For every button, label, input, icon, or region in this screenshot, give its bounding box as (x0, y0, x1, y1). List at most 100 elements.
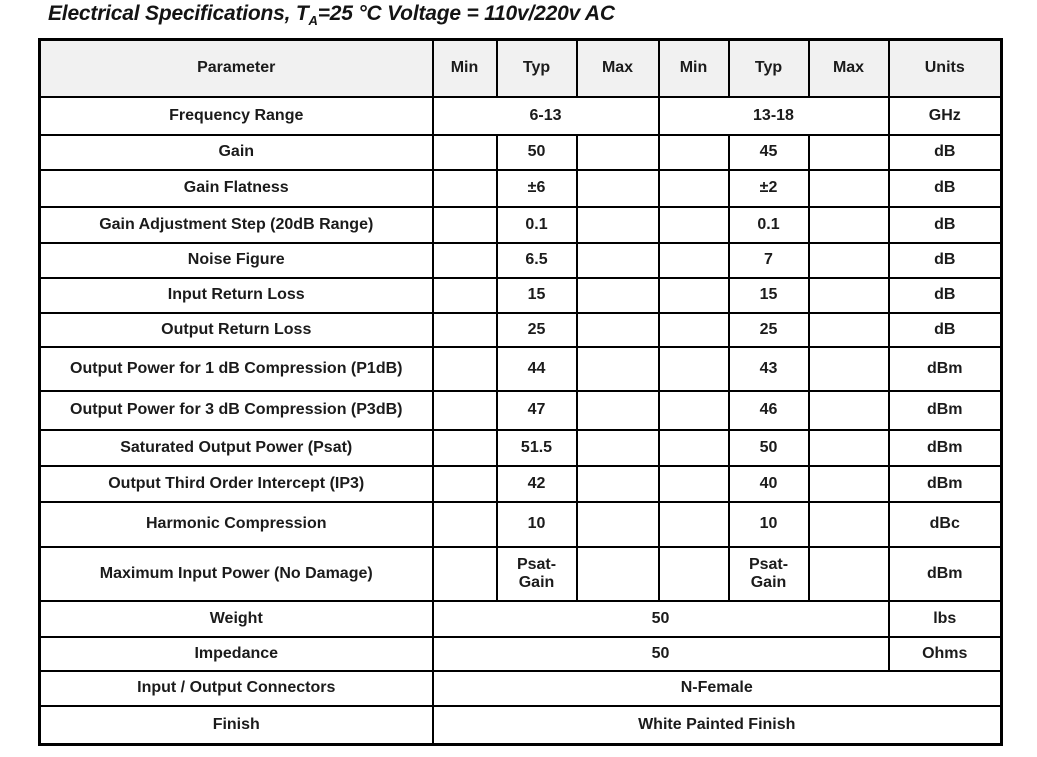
value-cell (575, 277, 660, 314)
parameter-cell: Frequency Range (38, 96, 434, 136)
value-cell (657, 346, 730, 392)
value-cell (575, 242, 660, 279)
value-cell (807, 546, 890, 602)
value-cell (431, 546, 498, 602)
value-cell: ±6 (495, 169, 578, 208)
parameter-cell: Input / Output Connectors (38, 670, 434, 707)
value-cell (807, 390, 890, 431)
value-cell: 25 (727, 312, 810, 348)
value-cell (431, 242, 498, 279)
value-cell (807, 277, 890, 314)
value-cell (807, 501, 890, 548)
value-cell (807, 169, 890, 208)
table-body: Frequency Range 6-13 13-18 GHz Gain 50 45 dB Gai… (38, 96, 1003, 745)
value-cell (431, 206, 498, 244)
value-cell: 6-13 (431, 96, 660, 136)
value-cell: dBm (887, 429, 1003, 467)
table-row: Gain Adjustment Step (20dB Range) 0.1 0.1 d… (38, 206, 1003, 244)
table-row: Output Return Loss 25 25 dB (38, 312, 1003, 348)
table-row: Finish White Painted Finish (38, 705, 1003, 745)
parameter-cell: Impedance (38, 636, 434, 672)
parameter-cell: Harmonic Compression (38, 501, 434, 548)
value-cell (431, 429, 498, 467)
value-cell (431, 312, 498, 348)
value-cell: 10 (495, 501, 578, 548)
parameter-cell: Output Third Order Intercept (IP3) (38, 465, 434, 503)
value-cell (657, 134, 730, 171)
value-cell (807, 206, 890, 244)
column-header-min-1: Min (431, 38, 498, 98)
value-cell: dB (887, 277, 1003, 314)
value-cell: 0.1 (495, 206, 578, 244)
value-cell (575, 169, 660, 208)
value-cell (657, 277, 730, 314)
value-cell (431, 390, 498, 431)
value-cell: 46 (727, 390, 810, 431)
table-row: Noise Figure 6.5 7 dB (38, 242, 1003, 279)
value-cell: 0.1 (727, 206, 810, 244)
value-cell (807, 465, 890, 503)
parameter-cell: Noise Figure (38, 242, 434, 279)
value-cell (575, 390, 660, 431)
value-cell (431, 465, 498, 503)
value-cell: 40 (727, 465, 810, 503)
parameter-cell: Weight (38, 600, 434, 638)
value-cell: dBc (887, 501, 1003, 548)
parameter-cell: Input Return Loss (38, 277, 434, 314)
value-cell (575, 546, 660, 602)
value-cell: 45 (727, 134, 810, 171)
value-cell: 15 (727, 277, 810, 314)
column-header-typ-2: Typ (495, 38, 578, 98)
table-row: Gain 50 45 dB (38, 134, 1003, 171)
table-row: Maximum Input Power (No Damage) Psat- Gai… (38, 546, 1003, 602)
value-cell: 7 (727, 242, 810, 279)
table-row: Output Power for 1 dB Compression (P1dB)… (38, 346, 1003, 392)
value-cell (657, 206, 730, 244)
value-cell: 50 (431, 600, 890, 638)
value-cell: 42 (495, 465, 578, 503)
value-cell: 15 (495, 277, 578, 314)
value-cell: dBm (887, 546, 1003, 602)
parameter-cell: Saturated Output Power (Psat) (38, 429, 434, 467)
table-header: Parameter Min Typ Max Min Typ Max Units (38, 38, 1003, 98)
value-cell: N-Female (431, 670, 1003, 707)
value-cell: dB (887, 134, 1003, 171)
parameter-cell: Gain (38, 134, 434, 171)
parameter-cell: Gain Adjustment Step (20dB Range) (38, 206, 434, 244)
value-cell: White Painted Finish (431, 705, 1003, 745)
value-cell (575, 465, 660, 503)
value-cell: dBm (887, 390, 1003, 431)
value-cell (575, 501, 660, 548)
parameter-cell: Maximum Input Power (No Damage) (38, 546, 434, 602)
table-row: Harmonic Compression 10 10 dBc (38, 501, 1003, 548)
column-header-parameter-0: Parameter (38, 38, 434, 98)
table-row: Input / Output Connectors N-Female (38, 670, 1003, 707)
title-text-before-subscript: Electrical Specifications, T (48, 2, 309, 25)
value-cell: 25 (495, 312, 578, 348)
value-cell: 51.5 (495, 429, 578, 467)
table-row: Saturated Output Power (Psat) 51.5 50 dBm (38, 429, 1003, 467)
value-cell: 10 (727, 501, 810, 548)
table-row: Output Power for 3 dB Compression (P3dB)… (38, 390, 1003, 431)
column-header-min-4: Min (657, 38, 730, 98)
value-cell: 44 (495, 346, 578, 392)
title-subscript: A (308, 13, 318, 29)
parameter-cell: Gain Flatness (38, 169, 434, 208)
parameter-cell: Finish (38, 705, 434, 745)
value-cell (657, 169, 730, 208)
column-header-units-7: Units (887, 38, 1003, 98)
value-cell (657, 429, 730, 467)
value-cell: dBm (887, 465, 1003, 503)
table-row: Output Third Order Intercept (IP3) 42 40 dB… (38, 465, 1003, 503)
value-cell: Ohms (887, 636, 1003, 672)
value-cell (657, 546, 730, 602)
value-cell: 43 (727, 346, 810, 392)
table-row: Weight 50 lbs (38, 600, 1003, 638)
value-cell: 50 (727, 429, 810, 467)
value-cell: 47 (495, 390, 578, 431)
table-row: Gain Flatness ±6 ±2 dB (38, 169, 1003, 208)
page-title: Electrical Specifications, TA=25 °C Volt… (48, 2, 615, 29)
parameter-cell: Output Return Loss (38, 312, 434, 348)
table-row: Impedance 50 Ohms (38, 636, 1003, 672)
